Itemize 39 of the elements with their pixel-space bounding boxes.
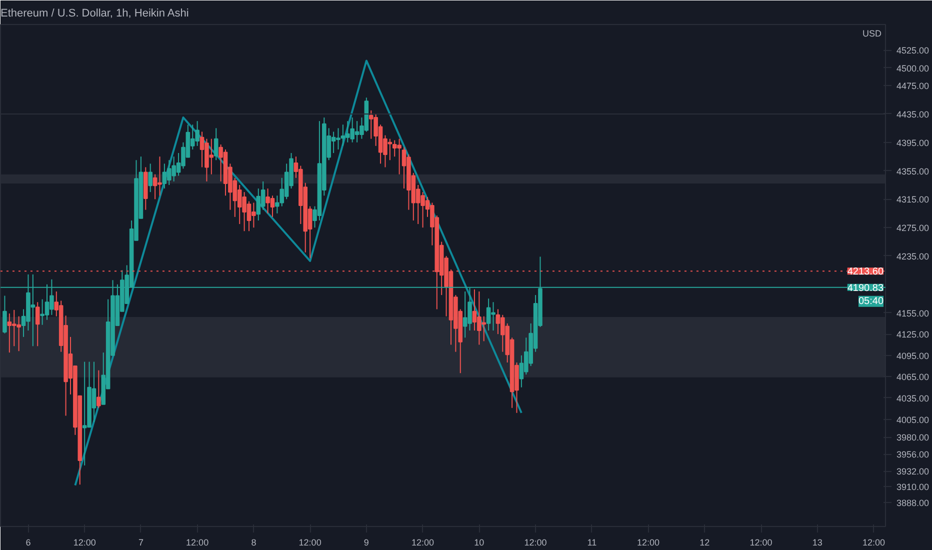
y-tick-label: 4005.00 (896, 414, 930, 425)
y-tick-label: 3980.00 (896, 432, 930, 443)
x-tick-label: 13 (812, 538, 822, 548)
y-tick-label: 4315.00 (896, 194, 930, 205)
x-tick-label: 7 (138, 538, 144, 548)
y-tick-label: 4035.00 (896, 393, 930, 404)
y-tick-label: 4065.00 (896, 372, 930, 382)
x-tick-label: 12:00 (298, 538, 322, 548)
y-tick-label: 4475.00 (896, 81, 930, 92)
x-tick-label: 12:00 (524, 538, 547, 548)
annotation: USD (862, 28, 882, 38)
y-tick-label: 3956.00 (896, 450, 930, 460)
chart-title: Ethereum / U.S. Dollar, 1h, Heikin Ashi (0, 8, 189, 20)
y-tick-label: 4435.00 (896, 109, 930, 120)
y-tick-label: 4125.00 (896, 330, 930, 340)
x-tick-label: 12:00 (862, 538, 886, 548)
y-tick-label: 4235.00 (896, 251, 930, 262)
annotation: 05:40 (858, 296, 884, 307)
y-tick-label: 4500.00 (896, 63, 930, 74)
x-tick-label: 12 (700, 538, 710, 548)
x-tick-label: 12:00 (412, 538, 434, 548)
y-tick-label: 3888.00 (896, 498, 930, 508)
x-tick-label: 9 (364, 538, 369, 548)
y-tick-label: 4155.00 (896, 308, 930, 318)
x-tick-label: 11 (587, 538, 597, 548)
y-tick-label: 4395.00 (896, 138, 930, 148)
x-tick-label: 12:00 (637, 538, 660, 548)
y-tick-label: 3910.00 (896, 482, 930, 492)
x-tick-label: 12:00 (186, 538, 209, 548)
y-tick-label: 3932.00 (896, 466, 930, 477)
y-tick-label: 4525.00 (896, 46, 930, 56)
x-tick-label: 6 (26, 538, 31, 548)
x-tick-label: 10 (474, 538, 484, 548)
y-tick-label: 4275.00 (896, 223, 930, 234)
y-tick-label: 4095.00 (896, 350, 930, 361)
y-tick-label: 4355.00 (896, 166, 930, 176)
x-tick-label: 12:00 (750, 538, 772, 548)
x-tick-label: 12:00 (73, 538, 96, 548)
x-tick-label: 8 (251, 538, 256, 548)
